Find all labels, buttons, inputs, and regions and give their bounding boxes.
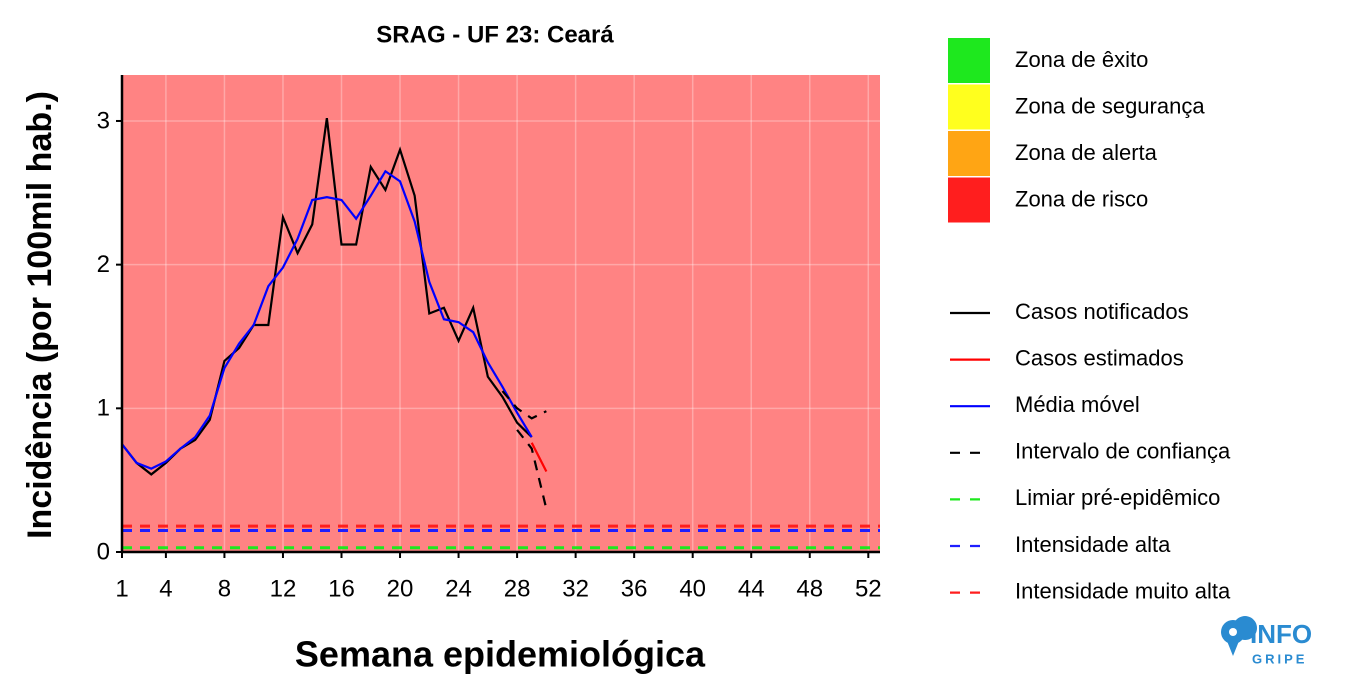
legend-label: Zona de êxito [1015, 47, 1148, 72]
x-tick-label: 1 [115, 575, 128, 602]
logo-pin-hole [1229, 628, 1237, 636]
legend-swatch [948, 38, 990, 83]
chart-title: SRAG - UF 23: Ceará [376, 21, 614, 48]
x-tick-label: 24 [445, 575, 472, 602]
legend-label: Zona de risco [1015, 186, 1148, 211]
x-tick-label: 16 [328, 575, 355, 602]
x-tick-label: 40 [679, 575, 706, 602]
x-tick-label: 32 [562, 575, 589, 602]
legend-label: Intensidade muito alta [1015, 578, 1231, 603]
y-tick-label: 1 [97, 395, 110, 422]
series-line [121, 169, 533, 470]
logo-subtext: GRIPE [1252, 651, 1307, 666]
x-tick-label: 8 [218, 575, 231, 602]
legend-label: Limiar pré-epidêmico [1015, 485, 1220, 510]
series-line [121, 117, 533, 476]
x-tick-label: 52 [855, 575, 882, 602]
legend-label: Zona de segurança [1015, 93, 1205, 118]
x-tick-label: 28 [504, 575, 531, 602]
x-tick-label: 48 [796, 575, 823, 602]
x-tick-label: 36 [621, 575, 648, 602]
y-axis-title: Incidência (por 100mil hab.) [21, 91, 59, 539]
y-tick-label: 0 [97, 538, 110, 565]
x-tick-label: 20 [387, 575, 414, 602]
legend-label: Média móvel [1015, 392, 1140, 417]
plot-background [122, 75, 880, 552]
y-tick-label: 3 [97, 107, 110, 134]
x-tick-label: 12 [270, 575, 297, 602]
legend-label: Casos notificados [1015, 299, 1189, 324]
x-tick-label: 4 [159, 575, 172, 602]
y-tick-label: 2 [97, 251, 110, 278]
legend-label: Intervalo de confiança [1015, 439, 1231, 464]
legend-label: Zona de alerta [1015, 140, 1158, 165]
legend-label: Casos estimados [1015, 345, 1184, 370]
legend-swatch [948, 131, 990, 176]
series-line [530, 442, 548, 473]
legend-swatch [948, 84, 990, 130]
legend-swatch [948, 177, 990, 223]
x-tick-label: 44 [738, 575, 765, 602]
legend-label: Intensidade alta [1015, 532, 1171, 557]
series-line [516, 429, 548, 510]
logo: INFO GRIPE [1221, 616, 1312, 666]
x-axis-title: Semana epidemiológica [295, 634, 706, 675]
logo-text: INFO [1250, 619, 1312, 649]
